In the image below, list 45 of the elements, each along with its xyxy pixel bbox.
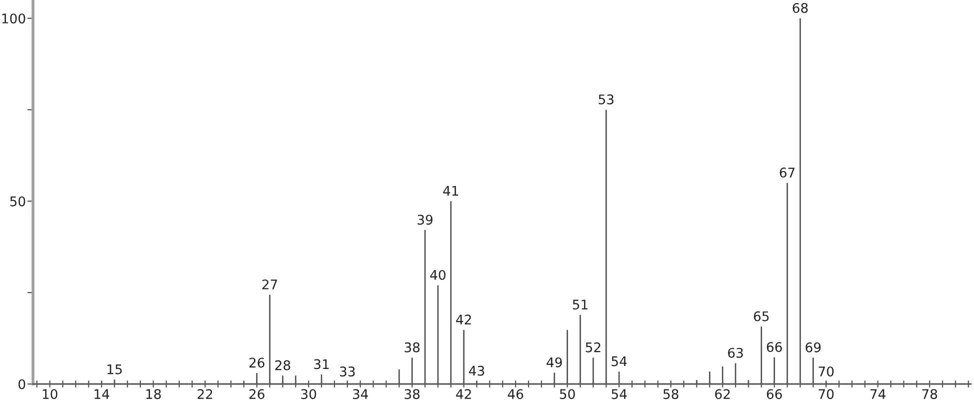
annotation: 31	[314, 359, 329, 370]
annotation: 26	[249, 358, 264, 368]
annotation: 27	[262, 279, 278, 290]
annotation: 52	[586, 342, 600, 352]
annotation: 51	[572, 300, 588, 310]
x-tick-label: 54	[612, 389, 627, 400]
x-tick-label: 46	[508, 389, 524, 400]
x-tick-label: 66	[766, 389, 782, 400]
x-tick-label: 14	[94, 389, 110, 399]
y-tick-label: 100	[2, 14, 26, 24]
x-tick-label: 26	[249, 389, 264, 400]
x-tick-label: 10	[42, 389, 58, 400]
annotation: 66	[766, 342, 782, 352]
y-tick-label: 0	[18, 379, 26, 390]
annotation: 15	[108, 364, 122, 374]
annotation: 41	[443, 186, 458, 196]
annotation: 69	[806, 342, 821, 352]
x-tick-label: 22	[198, 389, 212, 399]
x-tick-label: 62	[715, 389, 730, 400]
annotation: 63	[728, 348, 743, 358]
x-tick-label: 70	[818, 389, 834, 400]
annotation: 39	[418, 214, 432, 225]
annotation: 53	[598, 94, 614, 104]
x-tick-label: 42	[456, 389, 471, 399]
annotation: 42	[456, 314, 471, 324]
x-tick-label: 18	[146, 389, 161, 400]
annotation: 70	[818, 366, 834, 376]
x-tick-label: 34	[352, 389, 368, 400]
x-tick-label: 58	[663, 389, 678, 400]
y-tick-label: 50	[10, 196, 26, 206]
annotation: 68	[792, 2, 808, 13]
x-tick-label: 38	[404, 389, 420, 400]
annotation: 43	[469, 366, 484, 376]
annotation: 40	[430, 270, 446, 280]
annotation: 65	[754, 311, 769, 322]
annotation: 67	[780, 168, 795, 178]
annotation: 33	[340, 366, 355, 376]
x-tick-label: 30	[301, 389, 316, 400]
annotation: 38	[404, 342, 420, 352]
annotation: 49	[546, 357, 562, 368]
annotation: 28	[275, 360, 290, 370]
x-tick-label: 78	[922, 389, 938, 400]
x-tick-label: 50	[560, 389, 575, 400]
annotation: 54	[612, 356, 627, 366]
x-tick-label: 74	[870, 389, 886, 399]
